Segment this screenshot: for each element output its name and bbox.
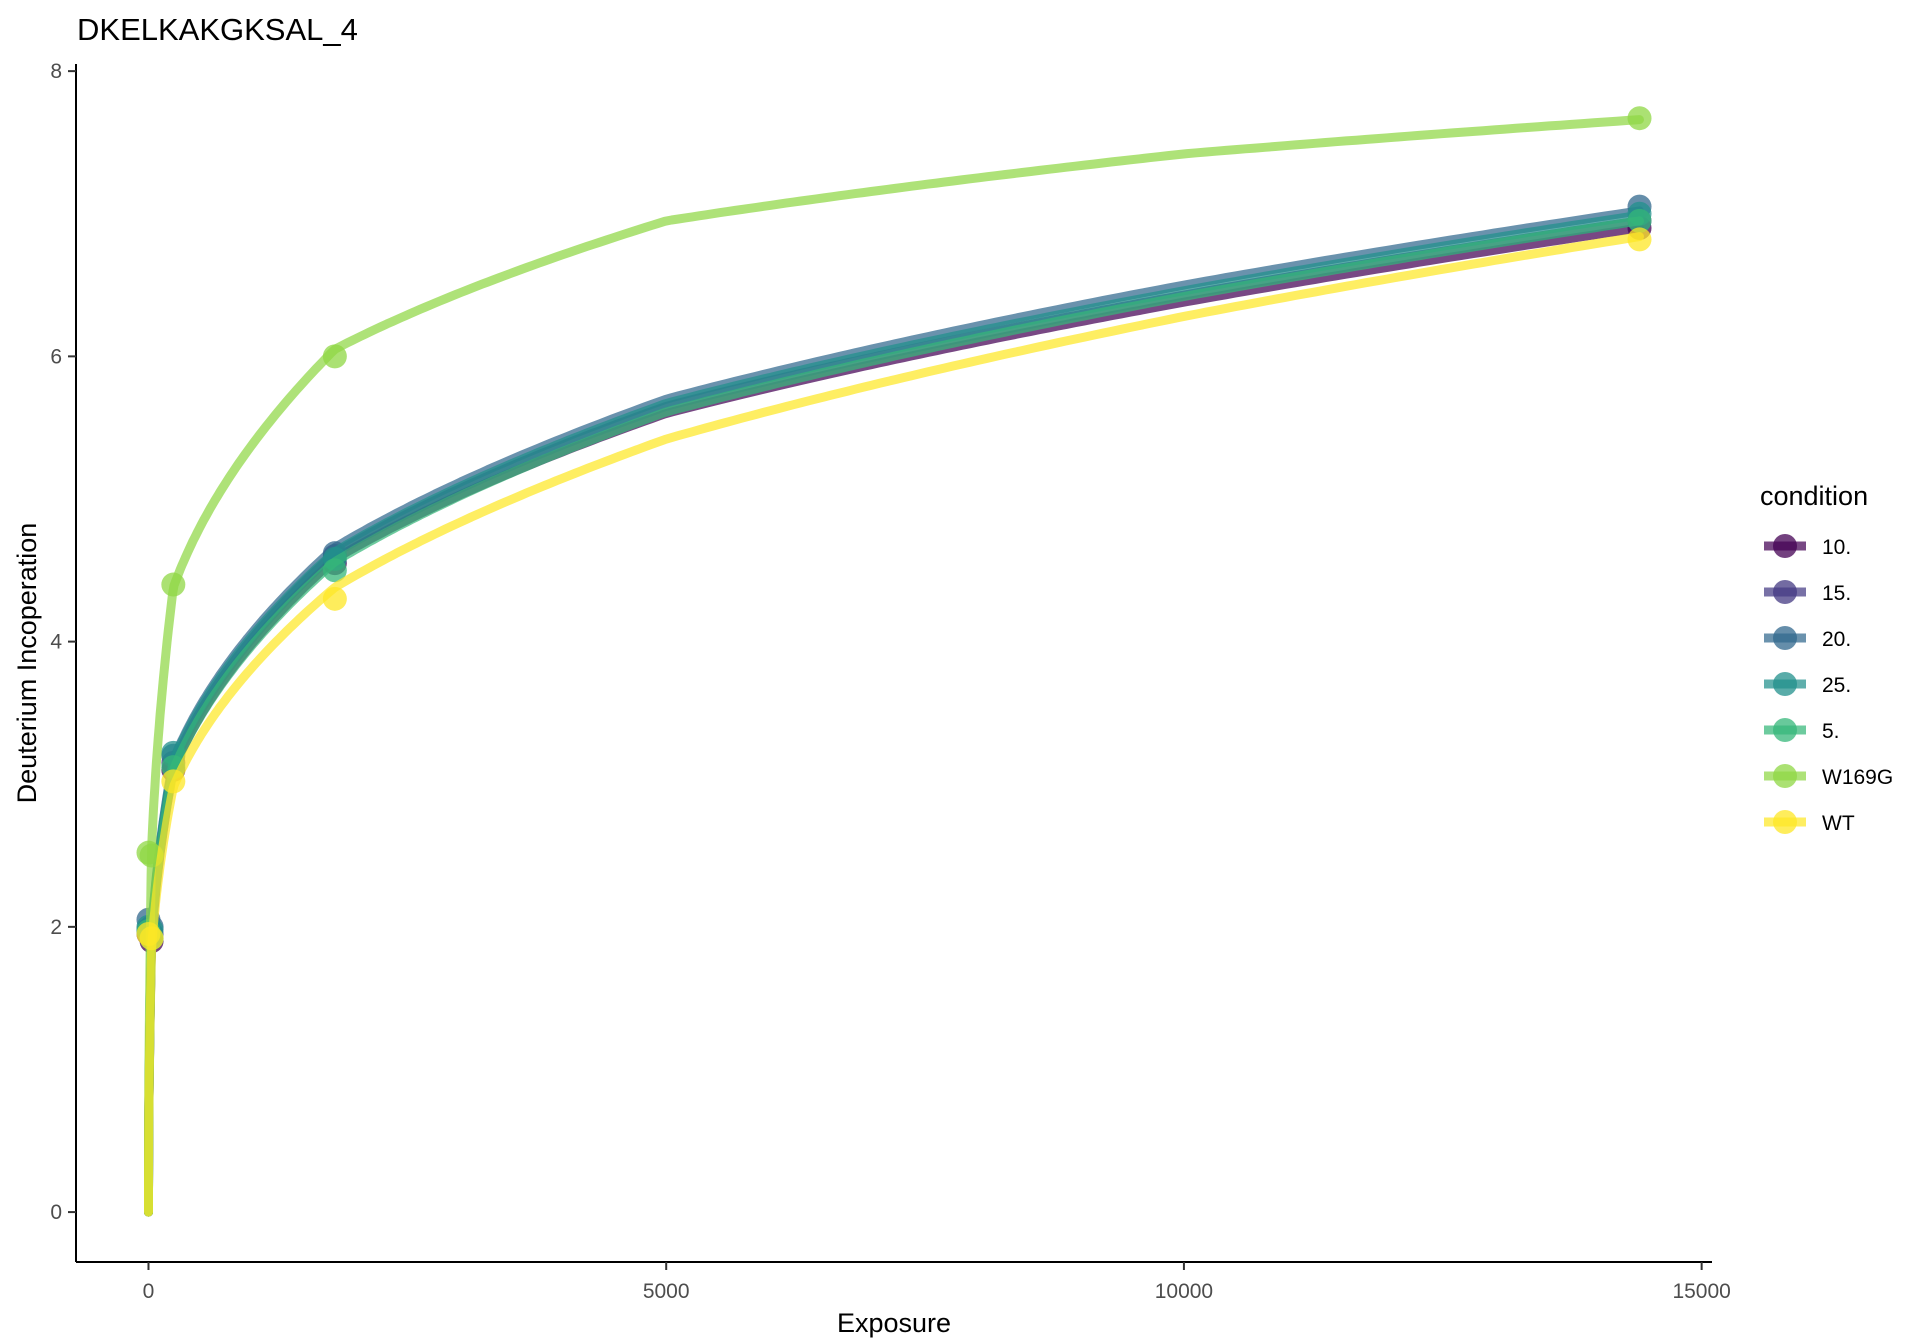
- legend-title: condition: [1760, 481, 1868, 511]
- legend-item: 20.: [1764, 626, 1851, 651]
- y-tick-label: 2: [50, 916, 62, 939]
- data-point: [1627, 106, 1652, 131]
- legend-key-point: [1773, 626, 1797, 650]
- legend-key-point: [1773, 534, 1797, 558]
- legend-item: 15.: [1764, 580, 1851, 605]
- series-line: [144, 216, 1644, 1217]
- legend-label: 15.: [1822, 582, 1851, 605]
- plot-area: [136, 106, 1652, 1217]
- x-tick-label: 15000: [1672, 1280, 1730, 1303]
- legend-label: 10.: [1822, 536, 1851, 559]
- data-point: [322, 558, 347, 583]
- x-tick-label: 10000: [1155, 1280, 1213, 1303]
- series-10.: [136, 216, 1652, 1217]
- x-axis-ticks: 0 5000 10000 15000: [143, 1262, 1731, 1303]
- legend-key-point: [1773, 672, 1797, 696]
- x-axis-title: Exposure: [837, 1308, 951, 1338]
- series-line: [144, 115, 1644, 1217]
- legend-key-point: [1773, 764, 1797, 788]
- legend-label: WT: [1822, 812, 1855, 835]
- legend-key-point: [1773, 718, 1797, 742]
- legend-item: W169G: [1764, 764, 1893, 789]
- data-point: [161, 769, 186, 794]
- legend-label: 20.: [1822, 628, 1851, 651]
- y-tick-label: 0: [50, 1201, 62, 1224]
- series-WT: [136, 227, 1652, 1217]
- series-line: [144, 232, 1644, 1217]
- legend-label: W169G: [1822, 766, 1893, 789]
- legend-label: 25.: [1822, 674, 1851, 697]
- x-tick-label: 0: [143, 1280, 155, 1303]
- data-point: [1627, 227, 1652, 252]
- legend-item: 10.: [1764, 534, 1851, 559]
- data-point: [322, 344, 347, 369]
- chart-title: DKELKAKGKSAL_4: [77, 12, 358, 47]
- data-point: [1627, 208, 1652, 233]
- legend-label: 5.: [1822, 720, 1840, 743]
- legend-item: WT: [1764, 810, 1855, 835]
- series-5.: [136, 208, 1652, 1217]
- legend-item: 25.: [1764, 672, 1851, 697]
- legend: condition 10. 15. 20. 25. 5. W169G WT: [1760, 481, 1893, 835]
- data-point: [139, 926, 164, 951]
- y-tick-label: 6: [50, 345, 62, 368]
- x-tick-label: 5000: [643, 1280, 690, 1303]
- series-W169G: [136, 106, 1652, 1217]
- data-point: [161, 572, 186, 597]
- series-line: [144, 210, 1644, 1217]
- data-point: [322, 586, 347, 611]
- y-axis-ticks: 0 2 4 6 8: [50, 60, 76, 1224]
- y-tick-label: 4: [50, 631, 62, 654]
- y-tick-label: 8: [50, 60, 62, 83]
- legend-item: 5.: [1764, 718, 1840, 743]
- series-line: [144, 216, 1644, 1217]
- legend-key-point: [1773, 810, 1797, 834]
- legend-key-point: [1773, 580, 1797, 604]
- y-axis-title: Deuterium Incoperation: [12, 523, 42, 804]
